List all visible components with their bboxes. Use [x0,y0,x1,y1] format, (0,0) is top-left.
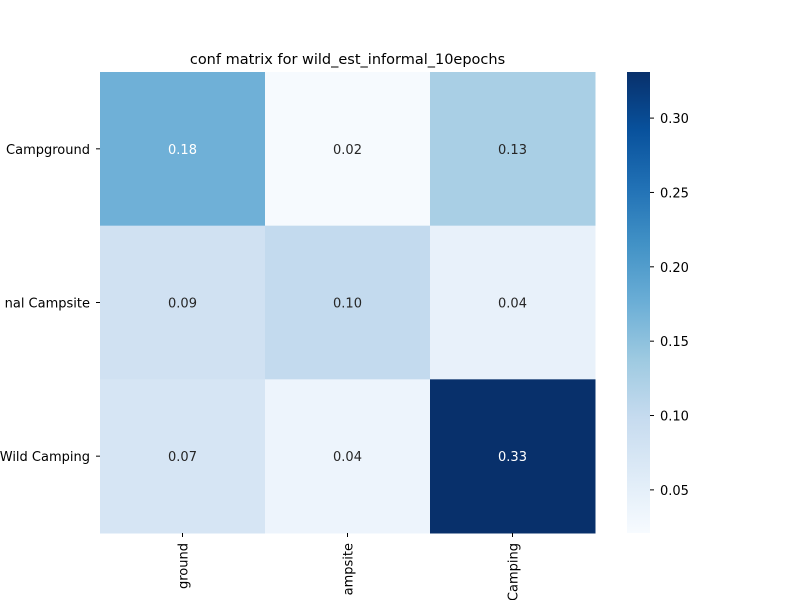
cell-value-label: 0.04 [333,450,362,465]
heatmap-cell [265,72,431,227]
row-tick-label: Campground [6,143,90,158]
colorbar-tick-label: 0.10 [660,410,689,425]
colorbar: 0.05 0.10 0.15 0.20 0.25 0.30 [627,72,689,533]
cell-value-label: 0.09 [168,297,197,312]
cell-value-label: 0.07 [168,450,197,465]
heatmap-cell [430,379,596,534]
heatmap-cell [430,225,596,380]
colorbar-tick-label: 0.20 [660,261,689,276]
heatmap-cell [100,72,266,227]
chart-title: conf matrix for wild_est_informal_10epoc… [190,52,505,68]
cell-value-label: 0.18 [168,143,197,158]
colorbar-tick-label: 0.30 [660,112,689,127]
colorbar-tick-label: 0.25 [660,186,689,201]
heatmap-cell [265,225,431,380]
column-tick-label: ampsite [342,543,357,595]
heatmap-cell [430,72,596,227]
heatmap-cell [100,225,266,380]
heatmap-cell [265,379,431,534]
colorbar-tick-label: 0.05 [660,484,689,499]
cell-value-label: 0.33 [498,450,527,465]
cell-value-label: 0.02 [333,143,362,158]
cell-value-label: 0.04 [498,297,527,312]
column-tick-label: Camping [507,543,522,600]
colorbar-tick-label: 0.15 [660,335,689,350]
row-labels: Campground nal Campsite Wild Camping [0,143,100,465]
column-tick-label: ground [177,543,192,589]
cell-value-label: 0.13 [498,143,527,158]
heatmap-cells: 0.18 0.02 0.13 0.09 0.10 0.04 0.07 0.04 0.33 [100,72,596,534]
row-tick-label: nal Campsite [5,297,90,312]
row-tick-label: Wild Camping [0,450,90,465]
heatmap-cell [100,379,266,534]
colorbar-gradient [627,72,650,533]
column-labels: ground ampsite Camping [177,533,522,600]
cell-value-label: 0.10 [333,297,362,312]
